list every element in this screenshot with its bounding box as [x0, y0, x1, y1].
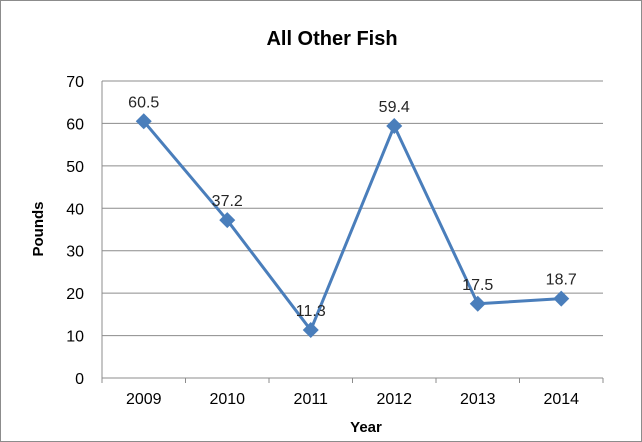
series-line-path — [142, 120, 562, 332]
y-axis-title: Pounds — [30, 202, 47, 257]
data-point-2011 — [302, 322, 319, 339]
x-tick-label-2010: 2010 — [209, 391, 245, 408]
x-axis-title: Year — [350, 419, 382, 436]
x-tick-label-2013: 2013 — [460, 391, 496, 408]
data-label-2012: 59.4 — [379, 99, 410, 116]
y-tick-label-40: 40 — [66, 201, 84, 218]
y-tick-label-20: 20 — [66, 286, 84, 303]
data-point-2009 — [135, 113, 152, 130]
y-tick-label-0: 0 — [75, 371, 84, 388]
data-point-2012 — [386, 117, 403, 134]
data-label-2013: 17.5 — [462, 277, 493, 294]
data-label-2010: 37.2 — [212, 193, 243, 210]
axes — [101, 81, 604, 383]
data-label-2011: 11.3 — [296, 303, 326, 320]
data-point-2013 — [469, 295, 486, 312]
y-tick-label-70: 70 — [66, 74, 84, 91]
data-label-2009: 60.5 — [128, 94, 159, 111]
data-point-2014 — [553, 290, 570, 307]
x-tick-label-2009: 2009 — [126, 391, 162, 408]
y-tick-label-10: 10 — [66, 329, 84, 346]
y-tick-label-30: 30 — [66, 244, 84, 261]
series-markers — [135, 113, 570, 339]
data-point-2010 — [219, 212, 236, 229]
x-tick-label-2012: 2012 — [376, 391, 412, 408]
gridlines — [102, 80, 603, 337]
y-tick-label-60: 60 — [66, 116, 84, 133]
x-tick-label-2014: 2014 — [543, 391, 579, 408]
series-line — [142, 120, 562, 332]
x-tick-label-2011: 2011 — [294, 391, 329, 408]
chart-title: All Other Fish — [266, 28, 397, 50]
tick-labels: 0 10 20 30 40 50 60 70 2009 2010 2011 2012 2013 2014 — [66, 74, 579, 408]
y-tick-label-50: 50 — [66, 159, 84, 176]
data-labels: 60.5 37.2 11.3 59.4 17.5 18.7 — [128, 94, 577, 320]
data-label-2014: 18.7 — [546, 272, 577, 289]
